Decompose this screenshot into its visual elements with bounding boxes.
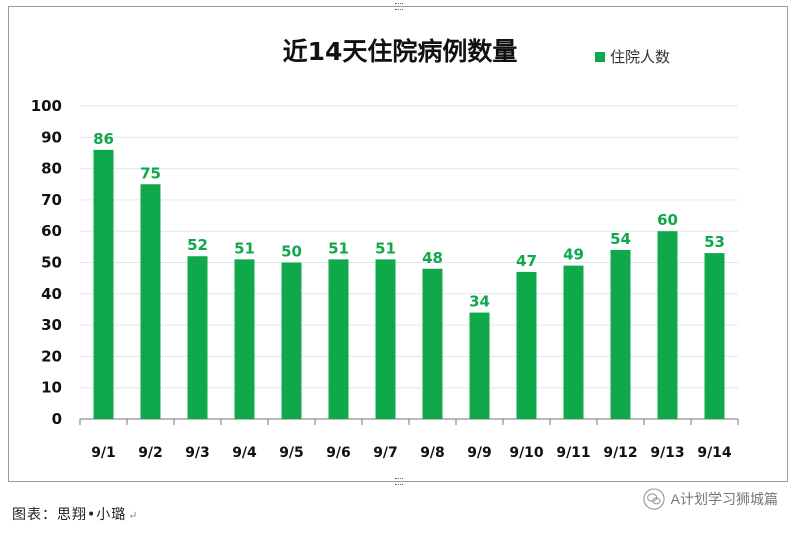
x-tick-label: 9/13	[650, 445, 684, 461]
bar	[657, 231, 678, 419]
bar	[469, 312, 490, 419]
y-tick-label: 30	[41, 316, 62, 334]
x-tick-label: 9/12	[603, 445, 637, 461]
y-tick-label: 90	[41, 128, 62, 146]
bar	[328, 259, 349, 419]
data-label: 86	[93, 130, 114, 148]
bar	[281, 262, 302, 419]
grid-lines	[80, 105, 738, 389]
data-labels: 86 75 52 51 50 51 51 48 34 47 49 54 60 53	[93, 130, 725, 311]
y-tick-label: 10	[41, 379, 62, 397]
data-label: 54	[610, 230, 631, 248]
x-tick-label: 9/4	[232, 445, 257, 461]
data-label: 50	[281, 243, 302, 261]
x-tick-label: 9/11	[556, 445, 590, 461]
data-label: 60	[657, 211, 678, 229]
axes	[79, 418, 739, 425]
caption: 图表：思翔•小璐 ↵	[12, 504, 138, 524]
bar	[234, 259, 255, 419]
chart-title: 近14天住院病例数量	[283, 37, 518, 66]
data-label: 51	[328, 239, 349, 257]
bar	[375, 259, 396, 419]
chart: 86 75 52 51 50 51 51 48 34 47 49 54 60 53 0 10 20 30 40 50…	[31, 37, 739, 461]
bar	[610, 249, 631, 419]
y-tick-label: 40	[41, 285, 62, 303]
y-tick-label: 0	[52, 410, 62, 428]
data-label: 52	[187, 236, 208, 254]
x-tick-label: 9/3	[185, 445, 210, 461]
x-tick-label: 9/7	[373, 445, 398, 461]
data-label: 51	[234, 239, 255, 257]
x-tick-label: 9/10	[509, 445, 544, 461]
top-resize-handle[interactable]	[395, 3, 403, 10]
bar	[93, 149, 114, 419]
data-label: 75	[140, 164, 161, 182]
data-label: 47	[516, 252, 537, 270]
y-tick-label: 20	[41, 347, 62, 365]
bar	[563, 265, 584, 419]
data-label: 49	[563, 246, 584, 264]
data-label: 53	[704, 233, 725, 251]
x-tick-label: 9/9	[467, 445, 492, 461]
y-tick-label: 70	[41, 191, 62, 209]
tick-labels: 0 10 20 30 40 50 60 70 80 90 100 9/1 9/2 9/3 9/4 9/5 9/6…	[31, 97, 732, 461]
x-tick-label: 9/14	[697, 445, 732, 461]
y-tick-label: 50	[41, 254, 62, 272]
wechat-icon	[642, 488, 665, 510]
watermark-text: A计划学习狮城篇	[670, 491, 778, 507]
caption-text: 图表：思翔•小璐	[12, 507, 127, 523]
x-tick-label: 9/6	[326, 445, 351, 461]
bar	[422, 268, 443, 419]
y-tick-label: 80	[41, 160, 62, 178]
data-label: 48	[422, 249, 443, 267]
return-mark-icon: ↵	[128, 509, 139, 522]
y-tick-label: 100	[31, 97, 62, 115]
y-tick-label: 60	[41, 222, 62, 240]
bar	[140, 184, 161, 419]
legend-label: 住院人数	[610, 48, 670, 66]
legend: 住院人数	[595, 48, 670, 66]
bar	[516, 271, 537, 419]
legend-swatch	[595, 52, 605, 62]
x-tick-label: 9/2	[138, 445, 163, 461]
watermark: A计划学习狮城篇	[642, 488, 778, 510]
data-label: 34	[469, 293, 490, 311]
x-tick-label: 9/1	[91, 445, 116, 461]
x-tick-label: 9/5	[279, 445, 304, 461]
bar	[187, 256, 208, 419]
x-tick-label: 9/8	[420, 445, 445, 461]
data-label: 51	[375, 239, 396, 257]
bars	[93, 149, 725, 419]
bottom-resize-handle[interactable]	[395, 478, 403, 485]
bar	[704, 253, 725, 419]
